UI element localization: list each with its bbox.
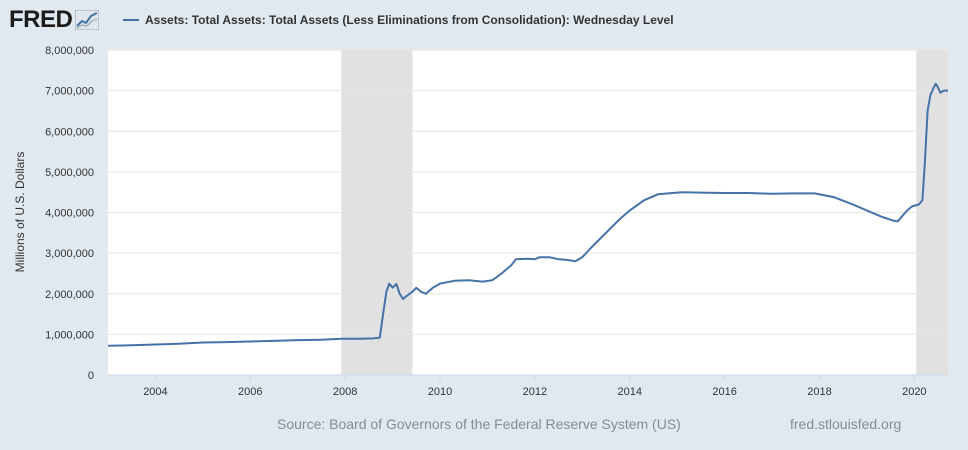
fred-logo-text: FRED — [9, 6, 73, 33]
site-url[interactable]: fred.stlouisfed.org — [790, 416, 902, 432]
x-tick-label: 2014 — [617, 386, 641, 398]
legend-swatch — [123, 19, 139, 21]
x-tick-label: 2016 — [712, 386, 736, 398]
grid-lines — [108, 49, 948, 335]
series-line-1[interactable] — [107, 82, 948, 347]
y-tick-label: 3,000,000 — [45, 248, 94, 260]
x-tick-label: 2004 — [143, 386, 167, 398]
y-tick-label: 7,000,000 — [45, 86, 94, 98]
y-tick-label: 2,000,000 — [45, 289, 94, 301]
y-tick-label: 8,000,000 — [45, 45, 94, 57]
x-tick-label: 2020 — [902, 386, 926, 398]
y-tick-label: 5,000,000 — [45, 167, 94, 179]
y-tick-label: 4,000,000 — [45, 208, 94, 220]
chart-legend: Assets: Total Assets: Total Assets (Less… — [123, 13, 674, 27]
x-tick-label: 2008 — [333, 386, 357, 398]
y-axis-title: Millions of U.S. Dollars — [13, 152, 27, 273]
x-tick-label: 2006 — [238, 386, 262, 398]
chart-header: FRED Assets: Total Assets: Total Assets … — [0, 0, 968, 40]
x-axis: 2004 2006 2008 2010 2012 2014 2016 2018 2020 — [108, 374, 948, 398]
source-note: Source: Board of Governors of the Federa… — [277, 416, 681, 432]
legend-label: Assets: Total Assets: Total Assets (Less… — [145, 13, 674, 27]
y-axis: 0 1,000,000 2,000,000 3,000,000 4,000,000 5,0… — [45, 45, 94, 382]
series-layer — [107, 82, 948, 347]
x-tick-label: 2018 — [807, 386, 831, 398]
y-tick-label: 0 — [88, 370, 94, 382]
y-tick-label: 6,000,000 — [45, 126, 94, 138]
line-graph-icon — [75, 10, 100, 30]
y-tick-label: 1,000,000 — [45, 329, 94, 341]
fred-logo[interactable]: FRED — [9, 6, 100, 34]
x-tick-label: 2012 — [523, 386, 547, 398]
x-tick-label: 2010 — [428, 386, 452, 398]
